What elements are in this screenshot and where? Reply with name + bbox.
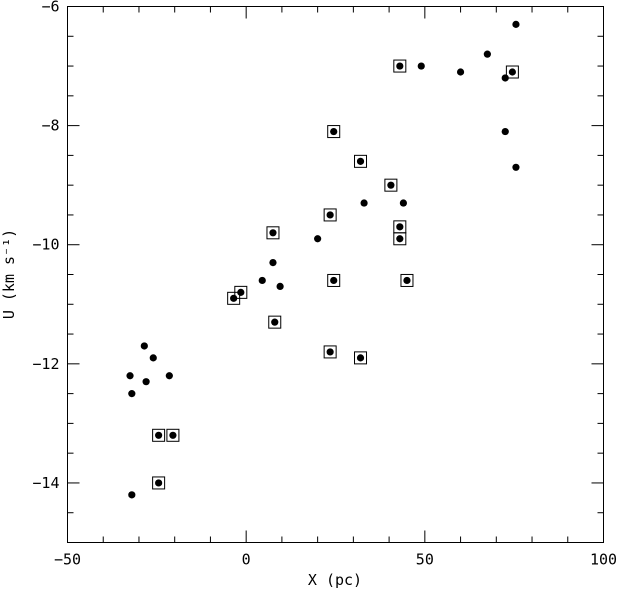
data-point bbox=[258, 276, 266, 285]
data-point bbox=[512, 20, 520, 28]
data-point bbox=[501, 74, 509, 82]
data-point-box-marker bbox=[166, 428, 180, 442]
data-point bbox=[330, 127, 338, 136]
x-axis-title: X (pc) bbox=[308, 571, 362, 589]
data-point-box-marker bbox=[152, 428, 166, 442]
data-point-box-marker bbox=[234, 285, 248, 299]
data-point bbox=[140, 342, 148, 350]
data-point bbox=[326, 348, 334, 356]
data-point bbox=[237, 288, 245, 296]
data-point-box-marker bbox=[268, 315, 282, 329]
data-point bbox=[417, 62, 425, 70]
data-point bbox=[126, 372, 134, 380]
data-point bbox=[396, 62, 404, 70]
axis-ticks bbox=[67, 6, 604, 543]
data-point bbox=[165, 372, 173, 380]
data-point-box-marker bbox=[393, 59, 407, 73]
data-point-box-marker bbox=[327, 125, 341, 139]
data-point bbox=[142, 378, 150, 386]
data-point-box-marker bbox=[393, 232, 407, 246]
x-tick-label: 100 bbox=[590, 551, 617, 569]
data-point-box-marker bbox=[152, 476, 166, 490]
data-point bbox=[330, 276, 338, 285]
data-point bbox=[501, 127, 509, 136]
y-tick-label: −14 bbox=[32, 474, 59, 492]
data-point bbox=[508, 68, 516, 76]
data-point bbox=[399, 199, 407, 207]
data-point bbox=[356, 354, 365, 362]
y-tick-label: −8 bbox=[41, 117, 59, 135]
data-point bbox=[169, 431, 177, 439]
data-point bbox=[360, 199, 368, 207]
data-point bbox=[155, 479, 163, 487]
data-point bbox=[483, 50, 491, 58]
data-point bbox=[396, 223, 404, 231]
data-point bbox=[149, 354, 157, 362]
data-point bbox=[403, 276, 411, 285]
data-point bbox=[230, 294, 238, 302]
data-point-box-marker bbox=[354, 351, 368, 365]
data-point-box-marker bbox=[354, 154, 368, 168]
data-point bbox=[512, 163, 520, 171]
data-point-box-marker bbox=[266, 226, 280, 240]
data-point bbox=[269, 229, 277, 237]
data-point-box-marker bbox=[323, 345, 337, 359]
data-point bbox=[456, 68, 465, 76]
data-point bbox=[396, 235, 404, 243]
data-point bbox=[269, 258, 277, 267]
data-point bbox=[387, 181, 395, 189]
x-tick-label: 50 bbox=[416, 551, 434, 569]
data-point bbox=[128, 491, 136, 499]
x-tick-label: 0 bbox=[242, 551, 251, 569]
data-point-box-marker bbox=[327, 273, 341, 287]
data-point bbox=[155, 431, 163, 439]
data-point-box-marker bbox=[400, 273, 414, 287]
data-point bbox=[271, 318, 279, 326]
data-point bbox=[356, 157, 365, 165]
y-axis-title: U (km s⁻¹) bbox=[0, 229, 18, 319]
data-point bbox=[128, 390, 136, 398]
data-point bbox=[326, 211, 334, 219]
data-point bbox=[314, 235, 322, 243]
data-point-box-marker bbox=[384, 178, 398, 192]
y-tick-label: −12 bbox=[32, 355, 59, 373]
y-tick-label: −10 bbox=[32, 236, 59, 254]
data-point-box-marker bbox=[323, 208, 337, 222]
x-tick-label: −50 bbox=[54, 551, 81, 569]
data-point bbox=[276, 282, 284, 291]
y-tick-label: −6 bbox=[41, 0, 59, 16]
data-points bbox=[126, 20, 520, 499]
data-point-box-marker bbox=[505, 65, 519, 79]
axis-tick-labels: −50 0 50 100 −14 −12 −10 −8 −6 bbox=[32, 0, 617, 569]
